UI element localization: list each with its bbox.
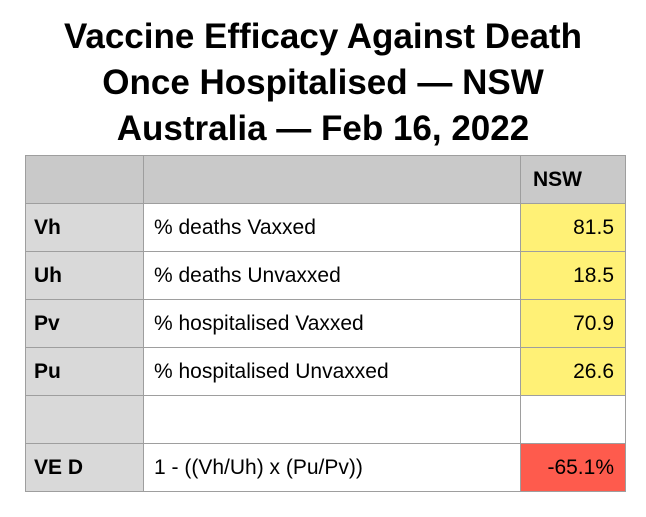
header-cell-key[interactable] [25,155,144,204]
efficacy-table: NSW Vh % deaths Vaxxed 81.5 Uh % deaths … [25,155,626,492]
row-description-cell[interactable] [143,395,521,444]
row-key-cell[interactable]: Vh [25,203,144,252]
row-key-cell[interactable]: Pv [25,299,144,348]
title-line-2: Once Hospitalised — NSW [102,63,544,102]
row-value-cell[interactable]: 81.5 [520,203,626,252]
row-key-cell[interactable]: Uh [25,251,144,300]
row-value-cell[interactable] [520,395,626,444]
title-line-1: Vaccine Efficacy Against Death [63,17,583,56]
title-line-3: Australia — Feb 16, 2022 [116,109,530,148]
table-row-pu: Pu % hospitalised Unvaxxed 26.6 [25,347,626,396]
row-value-cell[interactable]: 70.9 [520,299,626,348]
row-key-cell[interactable]: Pu [25,347,144,396]
table-row-uh: Uh % deaths Unvaxxed 18.5 [25,251,626,300]
header-cell-description[interactable] [143,155,521,204]
row-value-cell[interactable]: 26.6 [520,347,626,396]
row-description-cell[interactable]: 1 - ((Vh/Uh) x (Pu/Pv)) [143,443,521,492]
page-title: Vaccine Efficacy Against Death Once Hosp… [0,14,646,152]
table-row-pv: Pv % hospitalised Vaxxed 70.9 [25,299,626,348]
row-description-cell[interactable]: % deaths Unvaxxed [143,251,521,300]
row-description-cell[interactable]: % hospitalised Vaxxed [143,299,521,348]
table-row-ve-d: VE D 1 - ((Vh/Uh) x (Pu/Pv)) -65.1% [25,443,626,492]
row-key-cell[interactable] [25,395,144,444]
result-value-cell[interactable]: -65.1% [520,443,626,492]
row-value-cell[interactable]: 18.5 [520,251,626,300]
table-row-blank [25,395,626,444]
table-header-row: NSW [25,155,626,204]
row-key-cell[interactable]: VE D [25,443,144,492]
table-row-vh: Vh % deaths Vaxxed 81.5 [25,203,626,252]
header-cell-nsw[interactable]: NSW [520,155,626,204]
row-description-cell[interactable]: % hospitalised Unvaxxed [143,347,521,396]
row-description-cell[interactable]: % deaths Vaxxed [143,203,521,252]
